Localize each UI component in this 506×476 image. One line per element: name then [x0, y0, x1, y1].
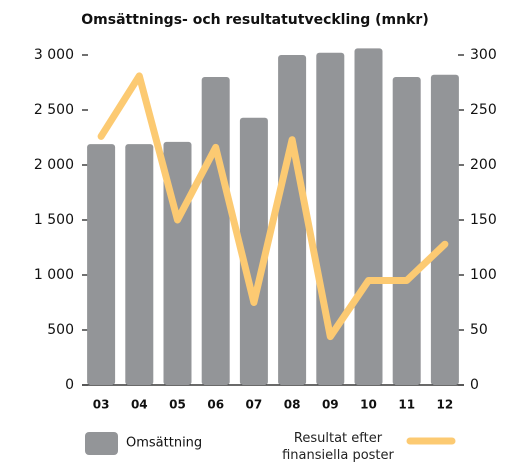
bar: [392, 77, 421, 385]
x-tick-label: 11: [398, 398, 415, 412]
legend-label: Omsättning: [126, 436, 202, 451]
x-tick-label: 08: [284, 398, 301, 412]
bar: [239, 117, 268, 385]
x-tick-label: 12: [437, 398, 454, 412]
x-tick-label: 05: [169, 398, 186, 412]
x-tick-label: 03: [93, 398, 110, 412]
y2-tick-label: 0: [470, 377, 479, 393]
legend-label: Resultat efter finansiella poster: [282, 431, 394, 463]
y2-tick-label: 250: [470, 102, 497, 118]
y-tick-label: 0: [65, 377, 74, 393]
x-tick-label: 04: [131, 398, 148, 412]
y2-tick-label: 300: [470, 47, 497, 63]
y2-tick-label: 150: [470, 212, 497, 228]
bar: [430, 74, 459, 386]
y2-tick-label: 100: [470, 267, 497, 283]
x-tick-label: 10: [360, 398, 377, 412]
bar: [354, 48, 383, 386]
bar: [278, 55, 307, 385]
x-tick-label: 06: [207, 398, 224, 412]
y-tick-label: 1 000: [34, 267, 74, 283]
y-tick-label: 3 000: [34, 47, 74, 63]
bar: [201, 77, 230, 385]
y-tick-label: 2 000: [34, 157, 74, 173]
y2-tick-label: 200: [470, 157, 497, 173]
bar: [125, 144, 154, 385]
x-tick-label: 07: [246, 398, 263, 412]
y2-tick-label: 50: [470, 322, 488, 338]
bar: [87, 144, 116, 385]
legend-swatch: [85, 432, 118, 455]
y-tick-label: 2 500: [34, 102, 74, 118]
x-tick-label: 09: [322, 398, 339, 412]
y-tick-label: 500: [47, 322, 74, 338]
line: [97, 72, 449, 341]
y-tick-label: 1 500: [34, 212, 74, 228]
chart-title: Omsättnings- och resultatutveckling (mnk…: [81, 12, 428, 28]
